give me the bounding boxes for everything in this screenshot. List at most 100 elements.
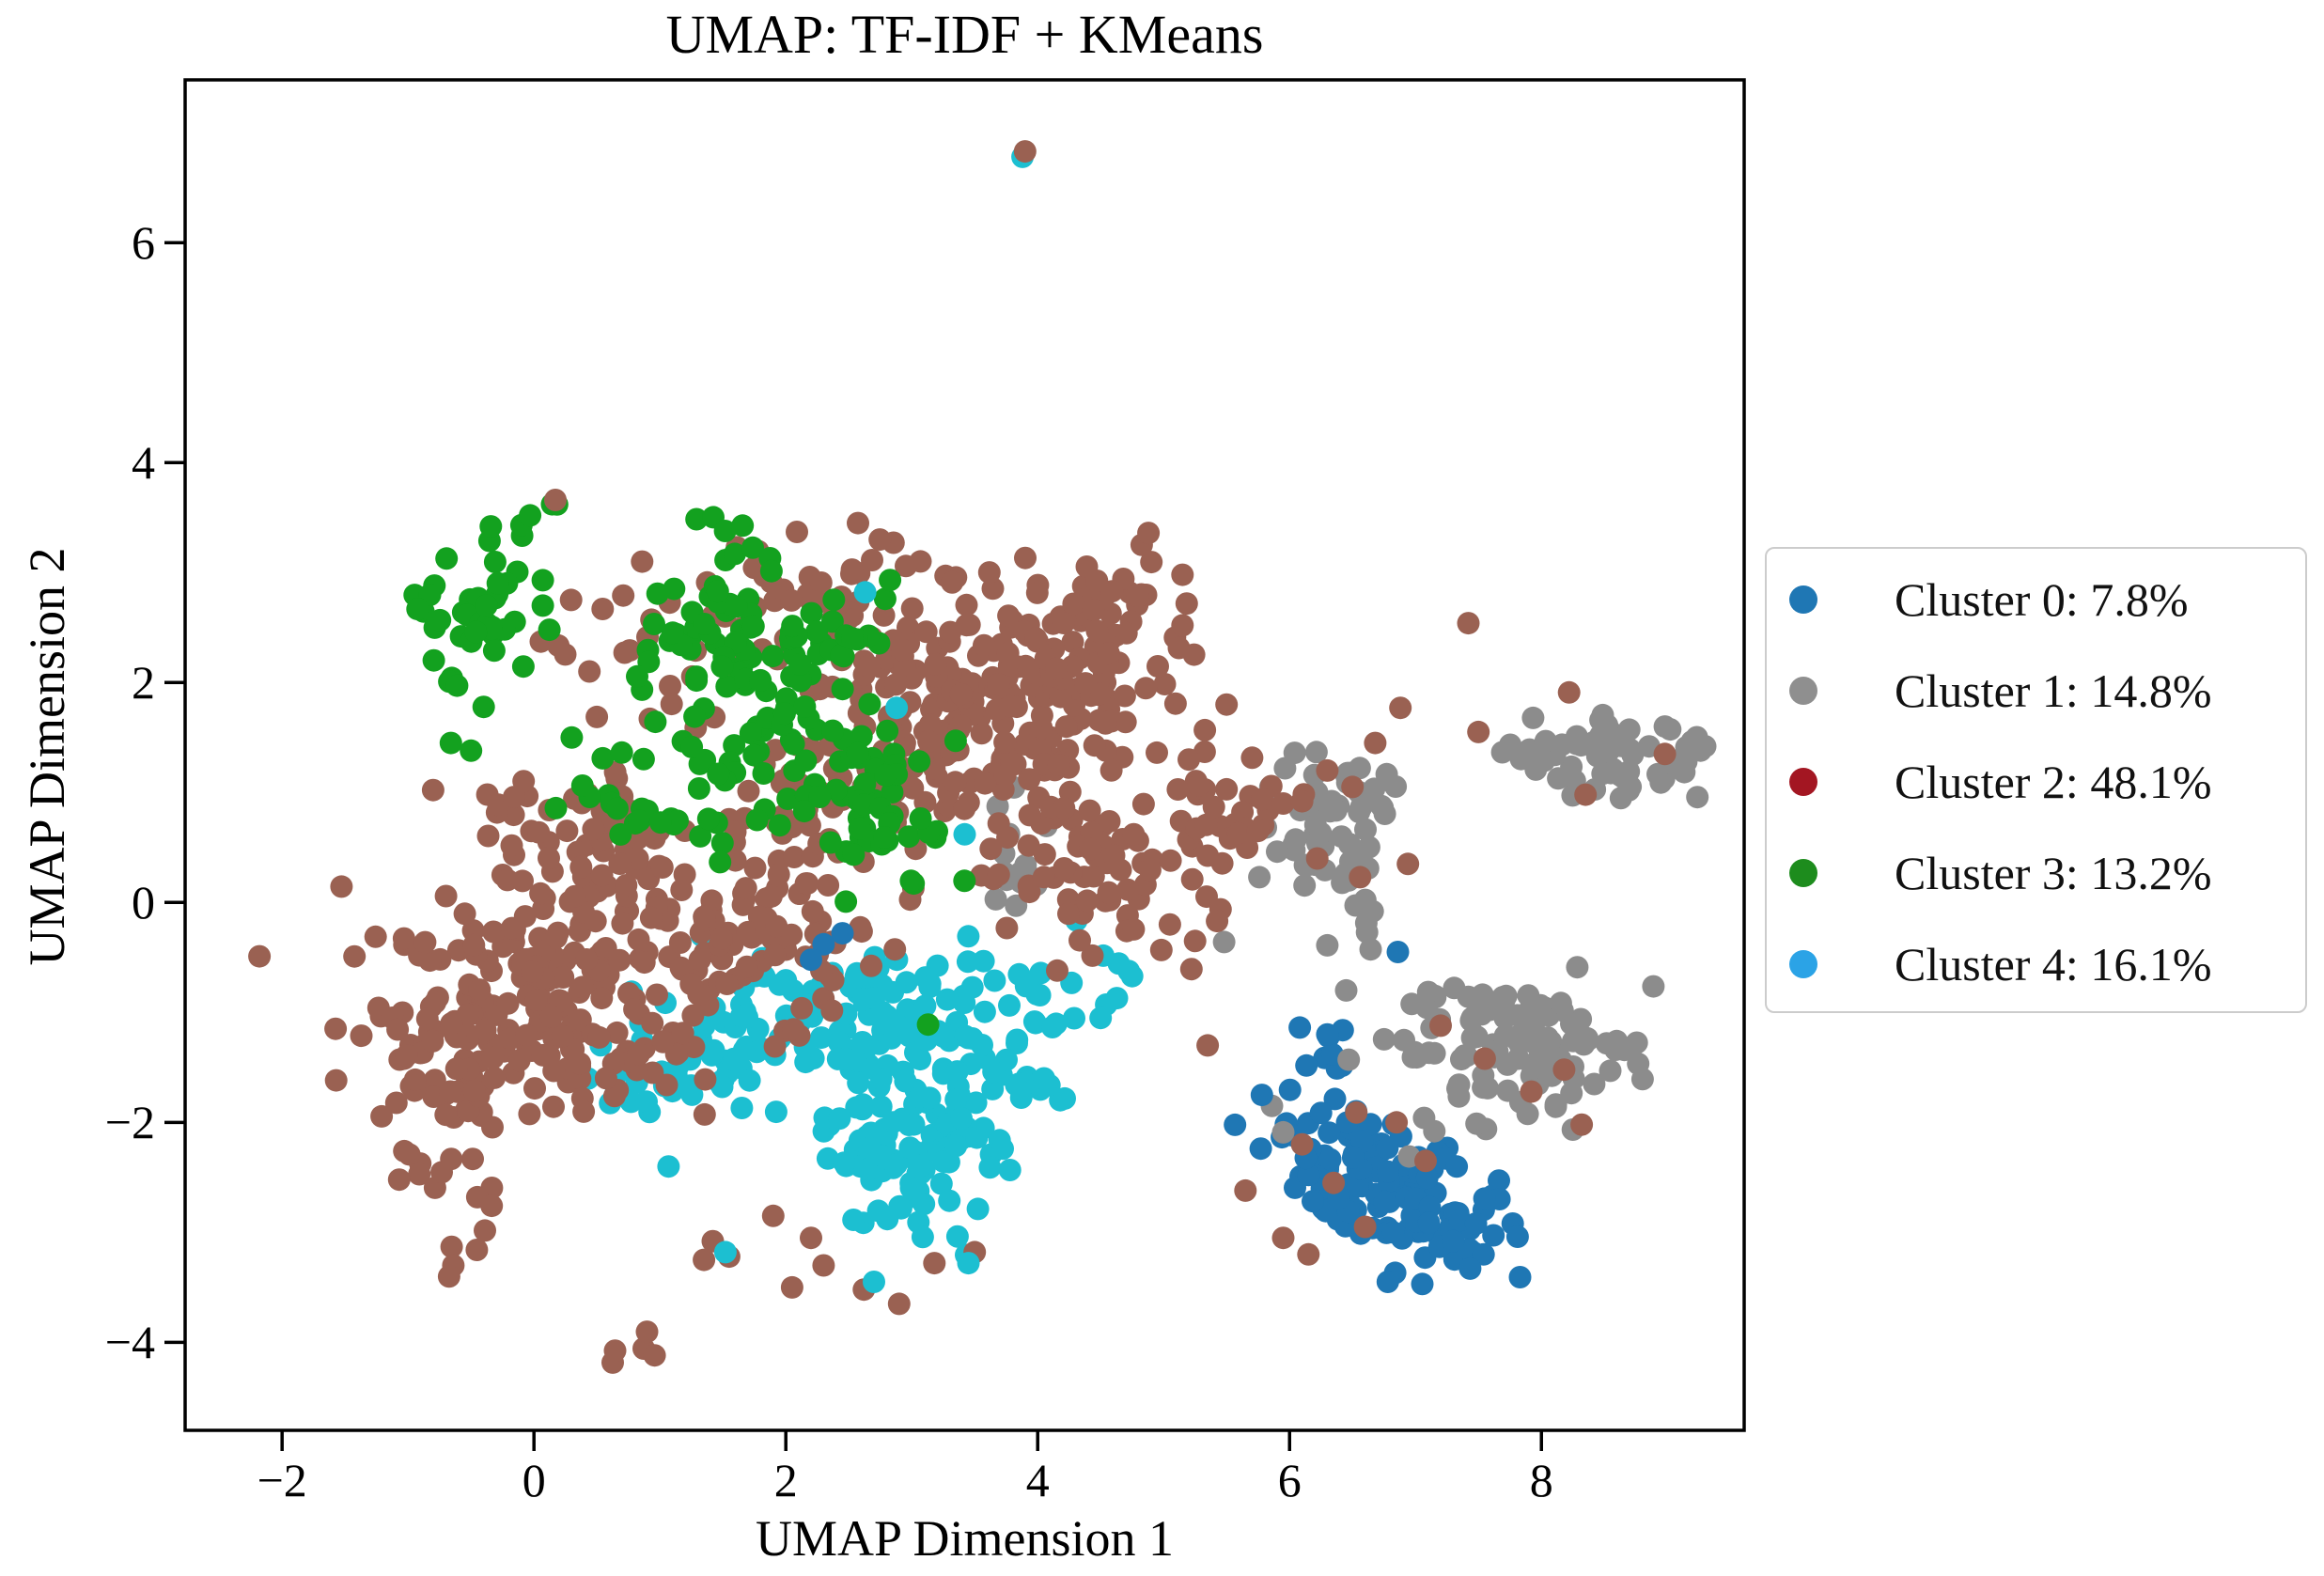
scatter-point-cluster-2: [763, 1035, 787, 1058]
scatter-point-cluster-2: [1083, 734, 1106, 757]
scatter-point-cluster-3: [800, 601, 823, 625]
scatter-point-cluster-3: [666, 809, 689, 833]
scatter-point-cluster-2: [1290, 789, 1314, 813]
scatter-point-cluster-3: [848, 817, 871, 840]
scatter-point-cluster-1: [1348, 801, 1371, 823]
scatter-point-cluster-0: [1249, 1137, 1272, 1161]
scatter-point-cluster-4: [966, 1197, 990, 1221]
scatter-point-cluster-4: [876, 1012, 899, 1036]
scatter-point-cluster-2: [1025, 581, 1049, 604]
scatter-point-cluster-2: [563, 884, 586, 908]
scatter-point-cluster-2: [1032, 866, 1055, 889]
scatter-point-cluster-2: [639, 906, 663, 929]
scatter-point-cluster-2: [538, 847, 560, 870]
scatter-point-cluster-3: [752, 762, 775, 785]
legend-marker-icon-cluster-0: [1789, 585, 1817, 614]
scatter-point-cluster-2: [521, 960, 544, 983]
scatter-point-cluster-4: [1009, 1086, 1033, 1109]
scatter-point-cluster-3: [850, 725, 873, 748]
scatter-point-cluster-1: [1400, 992, 1424, 1016]
scatter-point-cluster-3: [610, 741, 633, 764]
scatter-point-cluster-4: [883, 1153, 907, 1177]
scatter-point-cluster-2: [421, 1029, 445, 1053]
scatter-point-cluster-2: [364, 925, 387, 948]
scatter-point-cluster-2: [670, 879, 694, 901]
scatter-point-cluster-3: [741, 536, 764, 559]
scatter-point-cluster-4: [932, 1025, 955, 1048]
scatter-point-cluster-2: [392, 927, 415, 950]
scatter-point-cluster-4: [983, 969, 1006, 992]
scatter-point-cluster-0: [812, 932, 835, 956]
scatter-point-cluster-2: [408, 1162, 431, 1186]
scatter-point-cluster-3: [731, 514, 755, 538]
scatter-point-cluster-2: [800, 1226, 822, 1250]
scatter-point-cluster-3: [706, 580, 729, 603]
scatter-point-cluster-2: [1134, 677, 1158, 700]
scatter-point-cluster-0: [1295, 1053, 1318, 1077]
scatter-point-cluster-4: [938, 1189, 961, 1212]
scatter-point-cluster-3: [761, 645, 785, 668]
scatter-point-cluster-2: [1246, 819, 1270, 843]
scatter-point-cluster-2: [1322, 1171, 1346, 1194]
scatter-point-cluster-4: [1029, 961, 1053, 985]
scatter-point-cluster-2: [1251, 788, 1274, 811]
scatter-point-cluster-1: [1504, 1025, 1527, 1049]
scatter-point-cluster-2: [1013, 140, 1037, 164]
x-tick-label: 6: [1277, 1454, 1302, 1506]
scatter-point-cluster-1: [1615, 762, 1639, 786]
scatter-point-cluster-2: [1552, 1058, 1576, 1082]
legend-label-cluster-1: Cluster 1: 14.8%: [1895, 663, 2212, 717]
scatter-point-cluster-2: [1226, 821, 1250, 845]
scatter-point-cluster-1: [1549, 991, 1572, 1015]
scatter-point-cluster-2: [953, 797, 976, 820]
scatter-point-cluster-1: [1348, 757, 1371, 780]
y-axis-label: UMAP Dimension 2: [19, 547, 75, 966]
scatter-point-cluster-2: [767, 863, 790, 886]
scatter-point-cluster-3: [768, 814, 791, 837]
scatter-point-cluster-1: [1544, 1095, 1568, 1118]
scatter-point-cluster-2: [608, 852, 632, 876]
scatter-point-cluster-2: [1052, 612, 1075, 634]
scatter-point-cluster-4: [973, 1000, 996, 1023]
scatter-point-cluster-1: [1357, 835, 1380, 859]
scatter-point-cluster-3: [605, 797, 629, 820]
scatter-point-cluster-1: [1585, 744, 1609, 768]
scatter-point-cluster-3: [745, 808, 769, 832]
scatter-point-cluster-4: [960, 975, 984, 999]
scatter-point-cluster-0: [1318, 1121, 1341, 1145]
cluster-3-layer: [403, 492, 976, 913]
scatter-point-cluster-3: [873, 826, 896, 849]
scatter-point-cluster-2: [386, 1018, 410, 1041]
scatter-point-cluster-1: [1337, 1048, 1361, 1071]
scatter-point-cluster-2: [555, 819, 579, 843]
scatter-point-cluster-2: [1570, 1113, 1594, 1136]
scatter-point-cluster-2: [611, 912, 634, 935]
scatter-point-cluster-2: [763, 944, 787, 967]
scatter-point-cluster-2: [883, 938, 907, 961]
scatter-point-cluster-2: [403, 1068, 427, 1091]
scatter-point-cluster-2: [462, 933, 486, 957]
scatter-point-cluster-4: [881, 1111, 905, 1134]
scatter-point-cluster-1: [1465, 1112, 1489, 1135]
scatter-point-cluster-4: [913, 966, 937, 990]
scatter-point-cluster-2: [1240, 746, 1264, 770]
scatter-point-cluster-0: [1464, 1212, 1488, 1235]
scatter-point-cluster-2: [1574, 783, 1598, 806]
scatter-point-cluster-0: [1415, 1166, 1439, 1190]
scatter-point-cluster-4: [917, 1086, 941, 1110]
scatter-point-cluster-2: [552, 966, 575, 989]
scatter-point-cluster-4: [909, 1154, 932, 1178]
scatter-point-cluster-2: [1054, 715, 1078, 739]
scatter-point-cluster-1: [1471, 983, 1494, 1006]
scatter-point-cluster-2: [631, 550, 654, 573]
scatter-point-cluster-2: [1114, 710, 1137, 734]
scatter-point-cluster-2: [578, 660, 601, 683]
scatter-point-cluster-2: [1082, 599, 1105, 622]
scatter-point-cluster-2: [735, 955, 758, 978]
x-tick-label: −2: [257, 1454, 307, 1506]
scatter-point-cluster-4: [981, 1077, 1005, 1100]
cluster-3-overlay-layer: [916, 1013, 940, 1037]
scatter-point-cluster-2: [998, 694, 1022, 718]
scatter-point-cluster-2: [987, 863, 1010, 886]
